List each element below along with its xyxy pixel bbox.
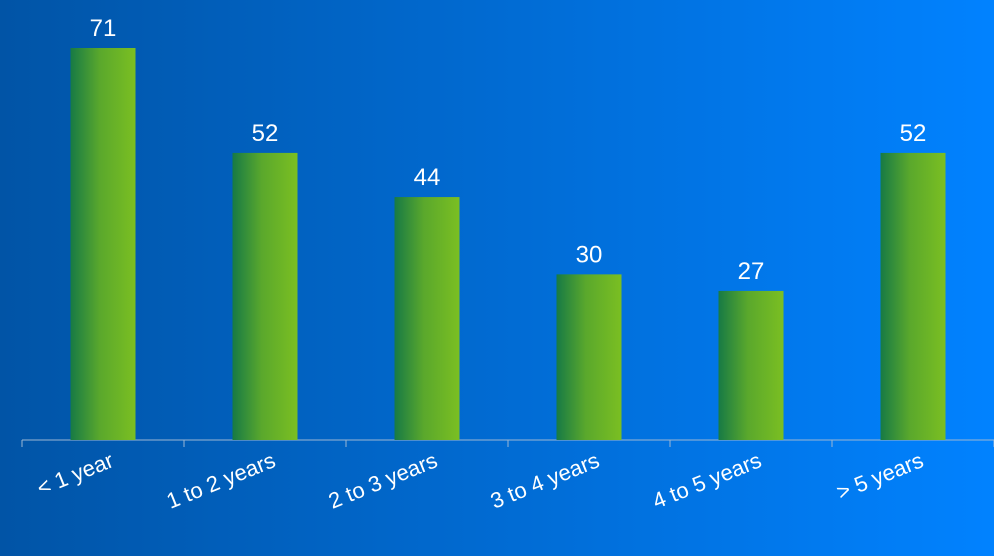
bar-value-label: 52 [252,120,279,147]
bar [70,48,136,440]
bar [718,290,784,440]
bar-value-label: 27 [738,258,765,285]
bar-value-label: 44 [414,164,441,191]
x-axis-category-label: 2 to 3 years [325,447,441,513]
x-axis-category-label: 1 to 2 years [163,447,279,513]
bar [394,197,460,440]
bars-group [70,48,946,440]
value-labels-group: 71 52 44 30 27 52 [90,15,927,285]
x-axis-category-label: 4 to 5 years [649,447,765,513]
bar [556,274,622,440]
bar-value-label: 52 [900,120,927,147]
x-axis-category-label: 3 to 4 years [487,447,603,513]
x-axis-category-label: < 1 year [33,447,117,500]
bar [232,152,298,440]
bar [880,152,946,440]
x-axis-category-label: > 5 years [833,447,927,504]
bar-value-label: 71 [90,15,117,42]
category-labels-group: < 1 year 1 to 2 years 2 to 3 years 3 to 4 y… [33,447,927,513]
bar-value-label: 30 [576,241,603,268]
x-axis-ticks [21,440,994,447]
